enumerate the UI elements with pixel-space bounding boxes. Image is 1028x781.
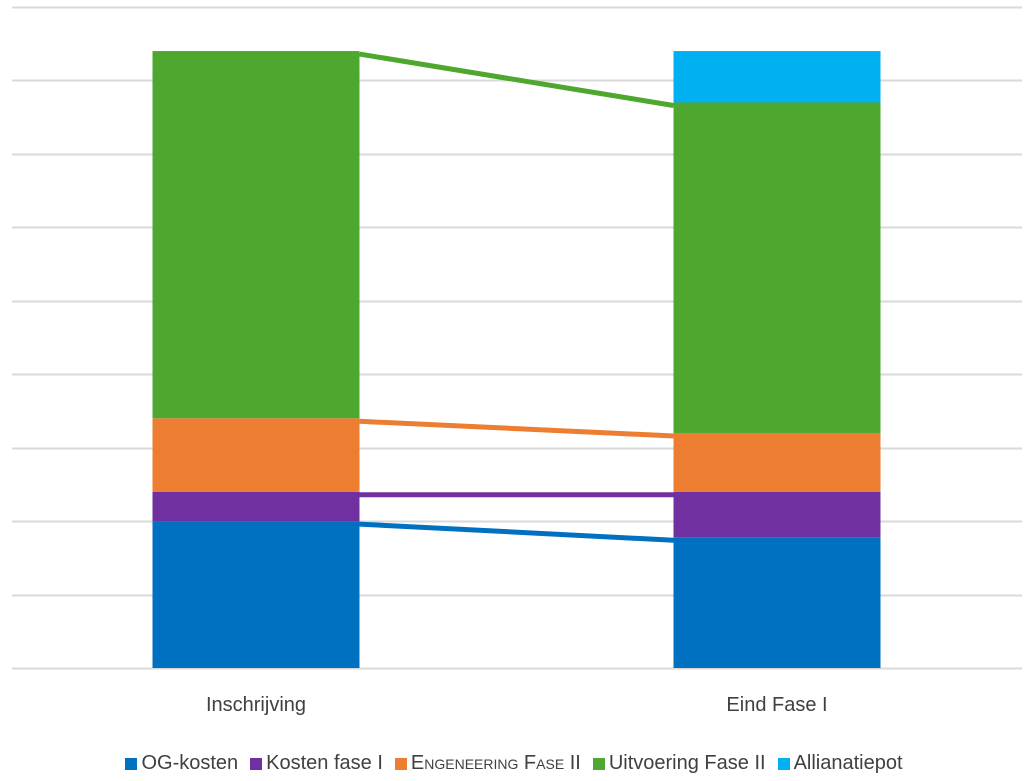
legend-label: OG-kosten (141, 752, 239, 774)
legend-item: Kosten fase I (250, 752, 383, 775)
chart-plot-area: Inschrijving Eind Fase I (12, 6, 1022, 716)
legend-item: Engeneering Fase II (394, 752, 581, 775)
legend-swatch (592, 757, 605, 770)
x-tick-label: Inschrijving (206, 694, 306, 716)
bar-engeneering-fase-ii (673, 432, 881, 492)
bar-uitvoering-fase-ii (152, 51, 360, 419)
legend-swatch (394, 757, 407, 770)
connector-line-engeneering-fase-ii (359, 418, 674, 439)
bar-kosten-fase-i (152, 491, 360, 522)
chart-legend: OG-kosten Kosten fase I Engeneering Fase I… (0, 752, 1028, 775)
legend-label: Engeneering Fase II (410, 752, 581, 774)
bar-og-kosten (152, 521, 360, 668)
x-tick-label: Eind Fase I (726, 694, 827, 716)
legend-label: Uitvoering Fase II (608, 752, 766, 774)
legend-swatch (250, 757, 263, 770)
legend-swatch (125, 757, 138, 770)
bar-kosten-fase-i (673, 491, 881, 538)
bar-uitvoering-fase-ii (673, 102, 881, 433)
bar-allianatiepot (673, 51, 881, 103)
legend-item: OG-kosten (125, 752, 238, 775)
legend-swatch (777, 757, 790, 770)
bar-og-kosten (673, 537, 881, 668)
legend-item: Allianatiepot (777, 752, 903, 775)
connector-line-og-kosten (359, 521, 674, 543)
legend-label: Kosten fase I (266, 752, 383, 774)
legend-label: Allianatiepot (793, 752, 903, 774)
connector-line-uitvoering-fase-ii (359, 51, 674, 108)
bar-engeneering-fase-ii (152, 418, 360, 492)
legend-item: Uitvoering Fase II (592, 752, 766, 775)
